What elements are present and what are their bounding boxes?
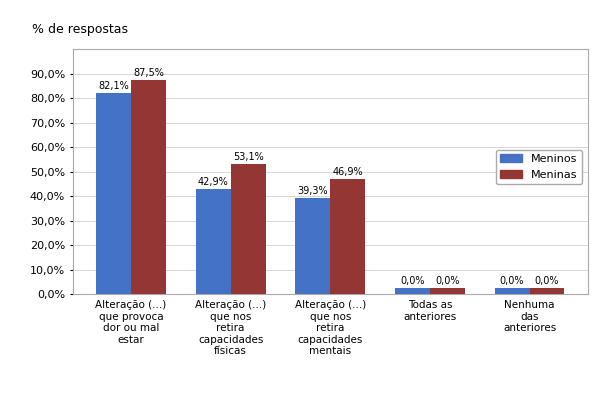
Bar — [395, 288, 430, 294]
Text: 39,3%: 39,3% — [298, 186, 328, 196]
Legend: Meninos, Meninas: Meninos, Meninas — [496, 150, 582, 184]
Text: 53,1%: 53,1% — [233, 152, 264, 162]
Bar — [430, 288, 465, 294]
Text: 82,1%: 82,1% — [98, 81, 129, 91]
Bar — [131, 80, 166, 294]
Text: 0,0%: 0,0% — [435, 276, 459, 286]
Bar — [196, 189, 231, 294]
Text: 0,0%: 0,0% — [400, 276, 425, 286]
Bar — [96, 93, 131, 294]
Bar — [295, 198, 330, 294]
Text: 0,0%: 0,0% — [534, 276, 559, 286]
Bar — [330, 180, 365, 294]
Bar — [530, 288, 564, 294]
Bar — [494, 288, 530, 294]
Text: 0,0%: 0,0% — [500, 276, 524, 286]
Text: 87,5%: 87,5% — [133, 68, 164, 78]
Bar — [231, 164, 265, 294]
Text: 46,9%: 46,9% — [333, 167, 363, 178]
Text: 42,9%: 42,9% — [198, 177, 228, 187]
Text: % de respostas: % de respostas — [32, 23, 127, 36]
